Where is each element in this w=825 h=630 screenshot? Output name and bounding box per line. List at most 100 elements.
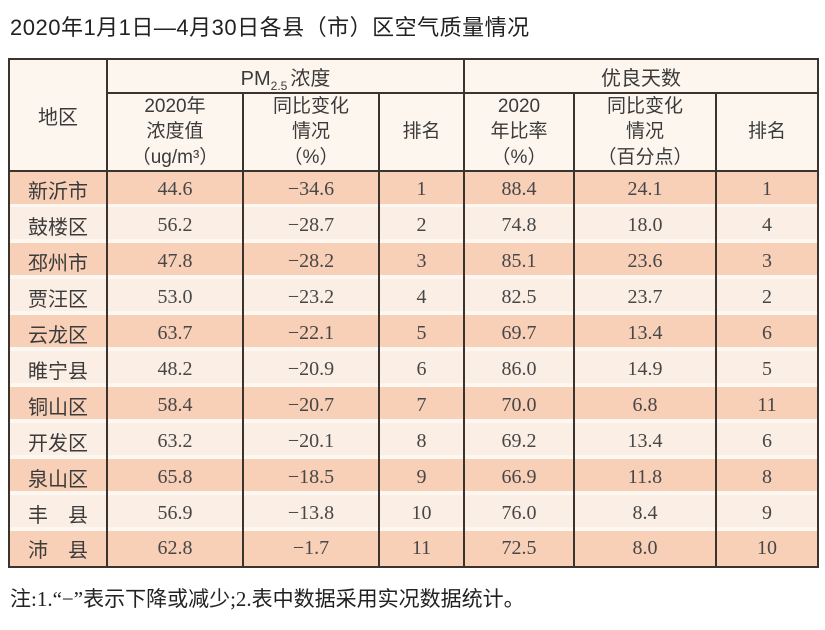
pm-value-cell: 63.2 <box>106 423 243 459</box>
pm-change-cell: −1.7 <box>242 531 379 567</box>
pm-label: PM <box>240 67 271 90</box>
pm-value-cell: 44.6 <box>106 171 243 207</box>
good-change-cell: 11.8 <box>573 459 716 495</box>
good-change-cell: 6.8 <box>573 387 716 423</box>
pm-change-cell: −28.7 <box>242 207 379 243</box>
good-rate-cell: 66.9 <box>463 459 574 495</box>
pm-change-cell: −20.1 <box>242 423 379 459</box>
pm-value-cell: 48.2 <box>106 351 243 387</box>
header-pm-value: 2020年 浓度值 （ug/m³） <box>106 93 243 172</box>
table-row: 铜山区 58.4 −20.7 7 70.0 6.8 11 <box>9 387 819 423</box>
table-row: 睢宁县 48.2 −20.9 6 86.0 14.9 5 <box>9 351 819 387</box>
pm-value-cell: 58.4 <box>106 387 243 423</box>
pm-rank-cell: 9 <box>378 459 464 495</box>
good-change-cell: 18.0 <box>573 207 716 243</box>
good-rate-cell: 85.1 <box>463 243 574 279</box>
pm-value-cell: 62.8 <box>106 531 243 567</box>
pm-rank-cell: 4 <box>378 279 464 315</box>
header-good-rank: 排名 <box>714 93 819 172</box>
table-row: 开发区 63.2 −20.1 8 69.2 13.4 6 <box>9 423 819 459</box>
pm-change-cell: −22.1 <box>242 315 379 351</box>
table-header: 地区 PM2.5 浓度 优良天数 2020年 浓度值 （ug/m³） 同比变化 情… <box>9 59 819 172</box>
pm-label-rest: 浓度 <box>290 67 331 90</box>
good-rank-cell: 2 <box>714 279 819 315</box>
good-change-cell: 13.4 <box>573 315 716 351</box>
header-group-row: 地区 PM2.5 浓度 优良天数 <box>9 59 819 172</box>
pm-rank-cell: 6 <box>378 351 464 387</box>
footnote: 注:1.“−”表示下降或减少;2.表中数据采用实况数据统计。 <box>10 587 525 611</box>
header-pm-change: 同比变化 情况 （%） <box>242 93 379 172</box>
good-rank-cell: 8 <box>714 459 819 495</box>
good-rate-cell: 69.2 <box>463 423 574 459</box>
region-cell: 泉山区 <box>9 459 107 495</box>
good-rank-cell: 4 <box>714 207 819 243</box>
pm-change-cell: −20.9 <box>242 351 379 387</box>
region-cell: 邳州市 <box>9 243 107 279</box>
table-row: 贾汪区 53.0 −23.2 4 82.5 23.7 2 <box>9 279 819 315</box>
good-change-cell: 8.4 <box>573 495 716 531</box>
pm-value-cell: 47.8 <box>106 243 243 279</box>
pm-rank-cell: 7 <box>378 387 464 423</box>
pm-change-cell: −20.7 <box>242 387 379 423</box>
good-rank-cell: 3 <box>714 243 819 279</box>
air-quality-table: 地区 PM2.5 浓度 优良天数 2020年 浓度值 （ug/m³） 同比变化 情… <box>8 58 820 568</box>
good-rank-cell: 11 <box>714 387 819 423</box>
region-cell: 丰 县 <box>9 495 107 531</box>
table-row: 丰 县 56.9 −13.8 10 76.0 8.4 9 <box>9 495 819 531</box>
pm-rank-cell: 1 <box>378 171 464 207</box>
pm-rank-cell: 10 <box>378 495 464 531</box>
good-change-cell: 8.0 <box>573 531 716 567</box>
good-rank-cell: 9 <box>714 495 819 531</box>
good-rank-cell: 1 <box>714 171 819 207</box>
region-cell: 新沂市 <box>9 171 107 207</box>
good-rate-cell: 70.0 <box>463 387 574 423</box>
header-gooddays-group: 优良天数 <box>462 59 819 94</box>
pm-change-cell: −34.6 <box>242 171 379 207</box>
pm-change-cell: −28.2 <box>242 243 379 279</box>
region-cell: 云龙区 <box>9 315 107 351</box>
good-rate-cell: 76.0 <box>463 495 574 531</box>
region-cell: 铜山区 <box>9 387 107 423</box>
table-row: 鼓楼区 56.2 −28.7 2 74.8 18.0 4 <box>9 207 819 243</box>
table-row: 云龙区 63.7 −22.1 5 69.7 13.4 6 <box>9 315 819 351</box>
good-rank-cell: 6 <box>714 423 819 459</box>
region-cell: 鼓楼区 <box>9 207 107 243</box>
pm-rank-cell: 3 <box>378 243 464 279</box>
table-row: 沛 县 62.8 −1.7 11 72.5 8.0 10 <box>9 531 819 567</box>
region-cell: 睢宁县 <box>9 351 107 387</box>
header-sub-row: 2020年 浓度值 （ug/m³） 同比变化 情况 （%） 排名 2020 年比… <box>9 93 819 172</box>
region-cell: 沛 县 <box>9 531 107 567</box>
table-row: 新沂市 44.6 −34.6 1 88.4 24.1 1 <box>9 171 819 207</box>
pm-rank-cell: 2 <box>378 207 464 243</box>
good-change-cell: 13.4 <box>573 423 716 459</box>
good-change-cell: 24.1 <box>573 171 716 207</box>
header-good-rate: 2020 年比率 （%） <box>463 93 574 172</box>
table-row: 邳州市 47.8 −28.2 3 85.1 23.6 3 <box>9 243 819 279</box>
pm-value-cell: 56.2 <box>106 207 243 243</box>
good-change-cell: 23.7 <box>573 279 716 315</box>
good-rank-cell: 6 <box>714 315 819 351</box>
good-change-cell: 23.6 <box>573 243 716 279</box>
header-region: 地区 <box>9 59 107 172</box>
pm-value-cell: 65.8 <box>106 459 243 495</box>
region-cell: 贾汪区 <box>9 279 107 315</box>
pm-value-cell: 56.9 <box>106 495 243 531</box>
header-good-change: 同比变化 情况 （百分点） <box>573 93 716 172</box>
header-pm-rank: 排名 <box>378 93 464 172</box>
good-rate-cell: 86.0 <box>463 351 574 387</box>
pm-value-cell: 63.7 <box>106 315 243 351</box>
pm-subscript: 2.5 <box>270 78 288 93</box>
pm-change-cell: −23.2 <box>242 279 379 315</box>
region-cell: 开发区 <box>9 423 107 459</box>
page-title: 2020年1月1日—4月30日各县（市）区空气质量情况 <box>10 15 530 40</box>
good-rate-cell: 72.5 <box>463 531 574 567</box>
good-rank-cell: 10 <box>714 531 819 567</box>
table-body: 新沂市 44.6 −34.6 1 88.4 24.1 1 鼓楼区 56.2 −28.7 2 74.8 1… <box>9 171 819 567</box>
pm-rank-cell: 11 <box>378 531 464 567</box>
pm-rank-cell: 8 <box>378 423 464 459</box>
table-row: 泉山区 65.8 −18.5 9 66.9 11.8 8 <box>9 459 819 495</box>
good-rate-cell: 69.7 <box>463 315 574 351</box>
header-pm25-group: PM2.5 浓度 <box>106 59 464 94</box>
good-rank-cell: 5 <box>714 351 819 387</box>
good-change-cell: 14.9 <box>573 351 716 387</box>
